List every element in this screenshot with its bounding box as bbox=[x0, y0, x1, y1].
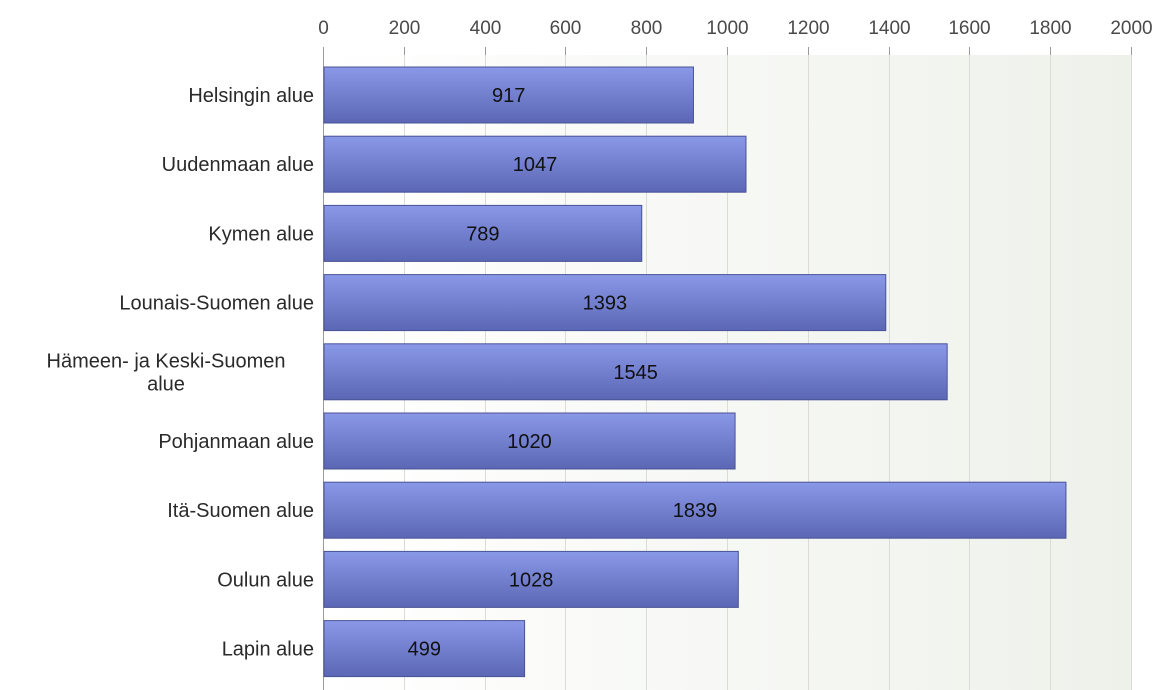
bar bbox=[323, 620, 526, 678]
bar bbox=[323, 481, 1067, 539]
x-tick-label: 1600 bbox=[948, 18, 990, 39]
category-label-line: Hämeen- ja Keski-Suomen bbox=[47, 350, 286, 372]
bar bbox=[323, 343, 948, 401]
bar bbox=[323, 204, 643, 262]
bar-value-label: 789 bbox=[466, 223, 499, 245]
x-tick-label: 800 bbox=[631, 18, 663, 39]
bar-value-label: 1020 bbox=[507, 431, 552, 453]
bar-value-label: 1545 bbox=[613, 362, 658, 384]
bar bbox=[323, 412, 736, 470]
category-label-line: alue bbox=[147, 373, 185, 395]
bars: 917 1047 789 1393 1545 1020 1839 1028 499 bbox=[323, 66, 1067, 678]
bar-value-label: 1393 bbox=[583, 293, 628, 315]
bar bbox=[323, 135, 747, 193]
bar-value-label: 1028 bbox=[509, 569, 554, 591]
x-axis: 0 200 400 600 800 1000 1200 1400 1600 1800 2000 bbox=[318, 18, 1153, 690]
x-tick-label: 1400 bbox=[868, 18, 910, 39]
x-tick-label: 1200 bbox=[787, 18, 829, 39]
category-label: Pohjanmaan alue bbox=[158, 431, 314, 453]
category-label: Oulun alue bbox=[217, 569, 314, 591]
bar-value-label: 1047 bbox=[513, 154, 558, 176]
category-label: Helsingin alue bbox=[188, 85, 314, 107]
category-label: Uudenmaan alue bbox=[162, 154, 314, 176]
x-tick-label: 0 bbox=[318, 18, 329, 39]
category-label: Lounais-Suomen alue bbox=[119, 293, 314, 315]
category-label: Hämeen- ja Keski-Suomen alue bbox=[47, 350, 286, 395]
x-tick-label: 1800 bbox=[1029, 18, 1071, 39]
bar-value-label: 917 bbox=[492, 85, 525, 107]
bar bbox=[323, 274, 887, 332]
bar bbox=[323, 66, 694, 124]
x-tick-label: 200 bbox=[389, 18, 421, 39]
category-label: Itä-Suomen alue bbox=[167, 500, 314, 522]
bar-value-label: 499 bbox=[408, 639, 441, 661]
category-label: Lapin alue bbox=[222, 639, 314, 661]
x-tick-label: 400 bbox=[470, 18, 502, 39]
category-label: Kymen alue bbox=[208, 223, 314, 245]
x-tick-label: 1000 bbox=[706, 18, 748, 39]
x-tick-label: 600 bbox=[550, 18, 582, 39]
x-tick-label: 2000 bbox=[1110, 18, 1152, 39]
category-labels: Helsingin alue Uudenmaan alue Kymen alue Lo… bbox=[47, 85, 315, 661]
bar-value-label: 1839 bbox=[673, 500, 718, 522]
bar bbox=[323, 550, 739, 608]
